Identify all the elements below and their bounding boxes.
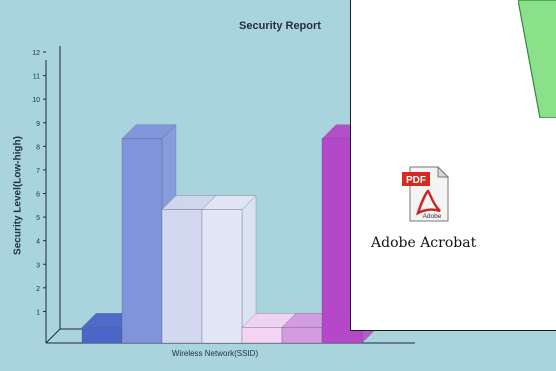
adobe-brand-text: Adobe <box>423 213 442 220</box>
y-tick-label: 2 <box>36 286 40 293</box>
y-tick-label: 8 <box>36 144 40 151</box>
bar-front-face <box>201 209 243 344</box>
y-tick-label: 12 <box>32 50 40 57</box>
overlay-window: PDF Adobe Adobe Acrobat <box>350 0 556 331</box>
bar-front-face <box>161 209 203 344</box>
y-tick-label: 5 <box>36 215 40 222</box>
chart-bars <box>81 124 377 344</box>
y-tick-label: 9 <box>36 121 40 128</box>
pdf-file-icon[interactable]: PDF Adobe <box>398 163 458 223</box>
y-axis-label: Security Level(Low-high) <box>12 136 24 255</box>
y-tick-label: 10 <box>32 97 40 104</box>
pdf-badge-text: PDF <box>406 175 426 186</box>
chart-title: Security Report <box>239 20 321 32</box>
y-tick-label: 3 <box>36 262 40 269</box>
chart-bar <box>201 195 257 344</box>
y-tick-label: 7 <box>36 168 40 175</box>
y-tick-label: 11 <box>33 74 40 81</box>
floor-depth-line <box>45 328 61 344</box>
y-tick-label: 6 <box>36 192 40 199</box>
y-tick-label: 1 <box>36 309 40 316</box>
bar-front-face <box>241 327 283 344</box>
y-tick-label: 4 <box>36 239 40 246</box>
bar-front-face <box>81 327 123 344</box>
bar-front-face <box>121 138 163 344</box>
green-callout-shape <box>518 0 556 118</box>
desktop-icon-label[interactable]: Adobe Acrobat <box>371 235 477 251</box>
bar-front-face <box>281 327 323 344</box>
x-axis-label: Wireless Network(SSID) <box>171 349 259 358</box>
